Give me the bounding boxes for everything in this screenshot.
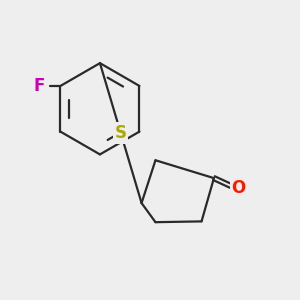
Text: O: O [231, 179, 245, 197]
Text: F: F [33, 77, 45, 95]
Text: S: S [115, 124, 127, 142]
